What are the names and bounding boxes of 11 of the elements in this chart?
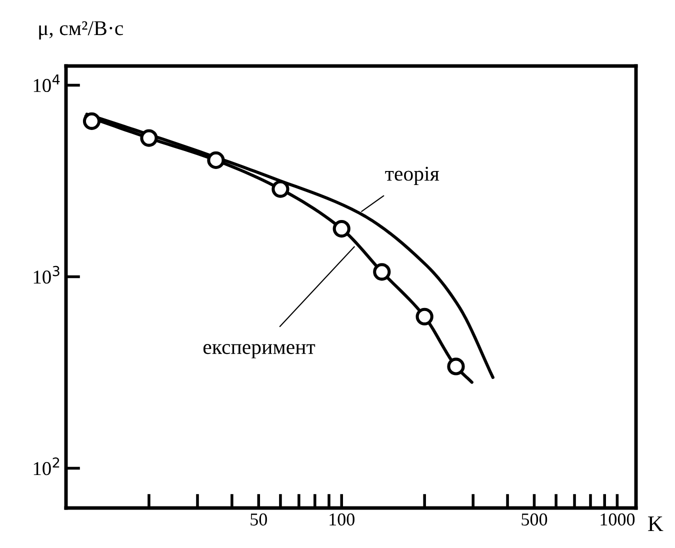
annotation: експеримент [203, 344, 316, 358]
y-axis-title: μ, см²/В·с [39, 21, 123, 40]
y-tick-label: 10$^{4}$ [34, 74, 60, 92]
x-tick-label: 500 [522, 513, 548, 526]
x-tick-label: 100 [330, 513, 354, 526]
y-tick-label: 10$^{2}$ [34, 457, 60, 476]
x-axis-title: K [648, 516, 664, 532]
x-tick-label: 1000 [600, 513, 635, 526]
x-tick-label: 50 [250, 513, 267, 526]
annotation: теорія [385, 166, 440, 186]
y-tick-label: 10$^{3}$ [34, 266, 60, 284]
